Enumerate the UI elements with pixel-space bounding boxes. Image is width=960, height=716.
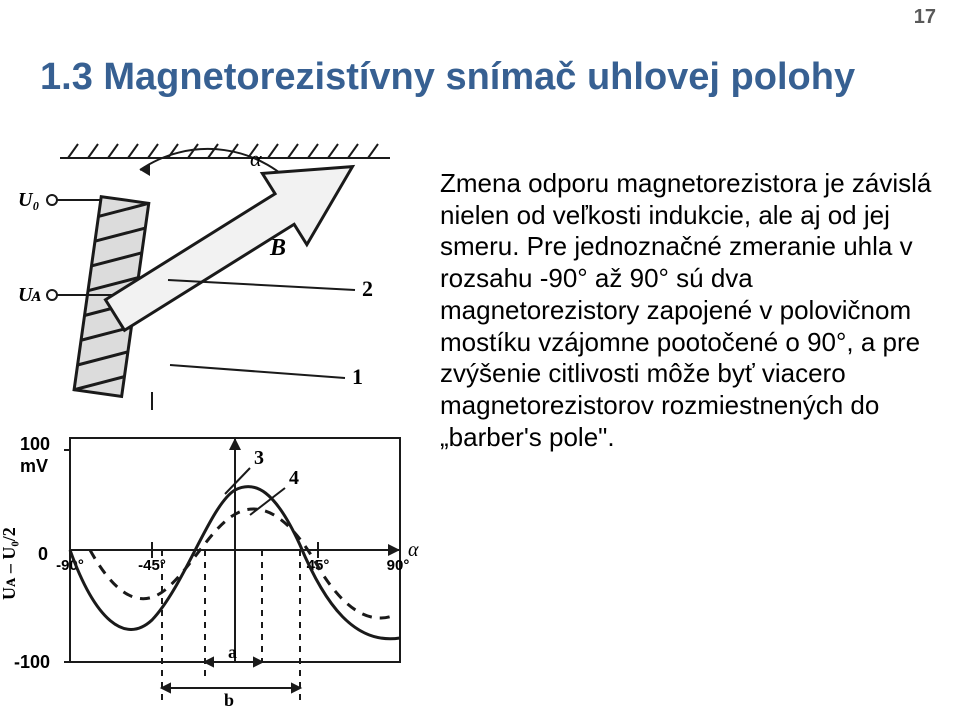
y-axis-title: Uᴀ – U₀/2 xyxy=(0,527,19,600)
ylabel-100: 100 xyxy=(20,434,50,454)
curve-4: 4 xyxy=(289,467,299,489)
label-one: 1 xyxy=(352,364,363,389)
ylabel-0: 0 xyxy=(38,544,48,564)
xt-4: 90° xyxy=(387,557,410,574)
text-column: Zmena odporu magnetorezistora je závislá… xyxy=(440,168,940,453)
dim-a: a xyxy=(228,642,237,662)
label-b: B xyxy=(269,235,286,261)
curve-3: 3 xyxy=(254,447,264,469)
section-title: 1.3 Magnetorezistívny snímač uhlovej pol… xyxy=(40,56,920,99)
ylabel-mv: mV xyxy=(20,456,48,476)
figure-column: α U₀ xyxy=(0,130,430,710)
page: 17 1.3 Magnetorezistívny snímač uhlovej … xyxy=(0,0,960,716)
label-alpha: α xyxy=(250,146,262,171)
body-paragraph: Zmena odporu magnetorezistora je závislá… xyxy=(440,168,940,453)
ylabel-n100: -100 xyxy=(14,652,50,672)
x-axis-alpha: α xyxy=(408,539,419,561)
diagram-top: α U₀ xyxy=(0,130,430,410)
diagram-bottom: 100 mV 0 -100 Uᴀ – U₀/2 xyxy=(0,410,430,710)
page-number: 17 xyxy=(914,6,936,29)
label-u0: U₀ xyxy=(18,189,39,211)
label-two: 2 xyxy=(362,276,373,301)
label-ua: Uᴀ xyxy=(18,284,41,306)
dim-b: b xyxy=(224,690,234,710)
